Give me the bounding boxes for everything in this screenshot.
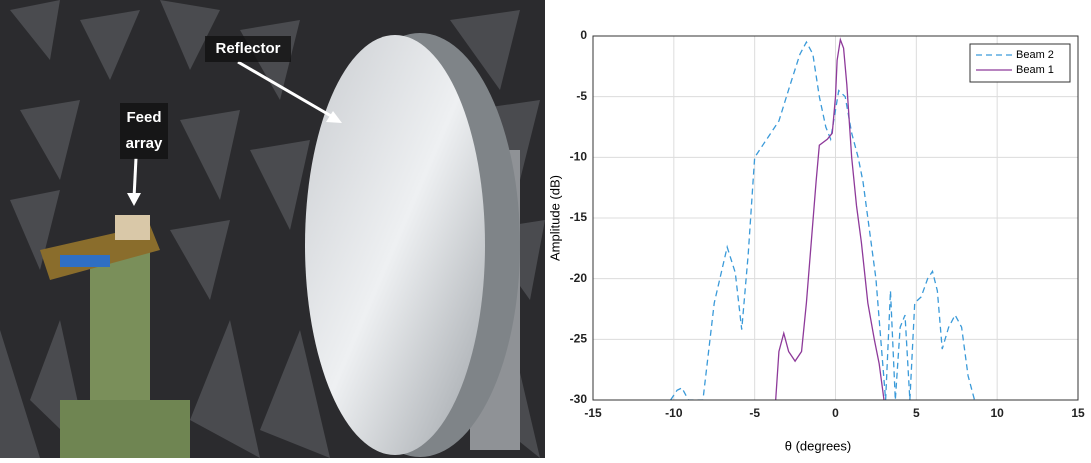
legend-box xyxy=(969,43,1071,83)
y-tick-label: -20 xyxy=(570,271,588,285)
axes-frame xyxy=(592,35,1079,401)
y-tick-label: -10 xyxy=(570,150,588,164)
y-tick-label: 0 xyxy=(580,28,587,42)
arrow-head xyxy=(127,193,141,206)
legend-label: Beam 2 xyxy=(1016,49,1054,61)
y-tick-label: -25 xyxy=(570,332,588,346)
positioner-base xyxy=(60,400,190,458)
legend-label: Beam 1 xyxy=(1016,64,1054,76)
series-line xyxy=(775,37,885,400)
positioner xyxy=(90,250,150,400)
chart: θ (degrees) Amplitude (dB) -15 -10 -5 0 5 10 1… xyxy=(547,28,1085,453)
arrow xyxy=(237,60,339,122)
arrow-head xyxy=(326,111,342,123)
absorbers xyxy=(0,0,545,458)
annotation: Reflector xyxy=(215,40,280,57)
label-bg xyxy=(205,36,291,62)
arrow xyxy=(132,157,138,199)
x-tick-label: -15 xyxy=(584,406,602,420)
feed-array xyxy=(115,215,150,240)
y-tick-label: -30 xyxy=(570,392,588,406)
x-tick-label: 0 xyxy=(832,406,839,420)
y-axis-label: Amplitude (dB) xyxy=(547,175,562,261)
plot-clip xyxy=(775,37,885,400)
x-tick-label: 10 xyxy=(990,406,1004,420)
series-line xyxy=(670,40,976,400)
photo: Reflector Feed array xyxy=(0,0,545,458)
reflector-disc xyxy=(305,35,485,455)
x-tick-label: 15 xyxy=(1071,406,1085,420)
label-bg xyxy=(120,103,168,159)
x-axis-label: θ (degrees) xyxy=(785,438,851,453)
x-tick-label: -5 xyxy=(749,406,760,420)
y-tick-label: -5 xyxy=(576,89,587,103)
annotation: array xyxy=(126,135,163,152)
plot-clip xyxy=(670,40,976,400)
x-tick-label: 5 xyxy=(913,406,920,420)
x-tick-label: -10 xyxy=(665,406,683,420)
y-tick-label: -15 xyxy=(570,210,588,224)
connectors xyxy=(60,255,110,267)
annotation: Feed xyxy=(126,109,161,126)
